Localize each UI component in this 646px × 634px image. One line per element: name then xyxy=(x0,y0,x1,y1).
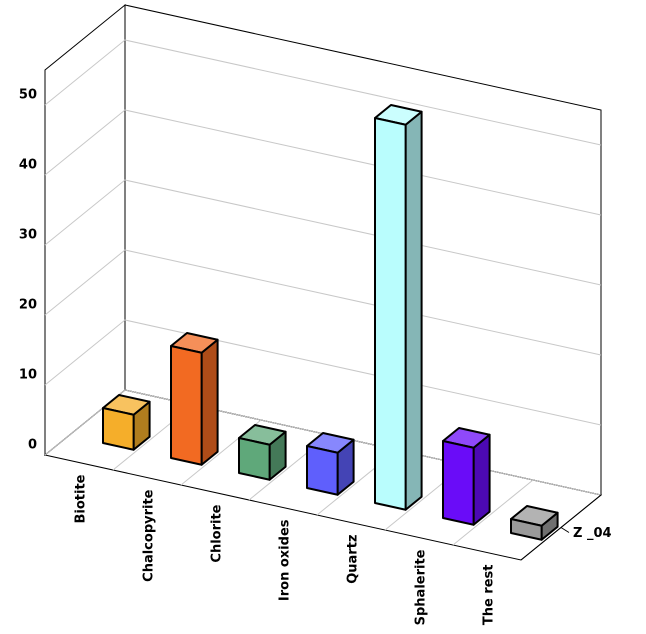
bar xyxy=(510,505,559,541)
y-tick-label: 30 xyxy=(19,228,37,243)
bar-front xyxy=(374,117,407,511)
z-label: Z _04 xyxy=(573,526,612,541)
bar-front xyxy=(102,407,135,451)
bar xyxy=(374,104,423,511)
grid-line xyxy=(44,109,602,216)
z-tick xyxy=(560,527,570,533)
y-tick-label: 50 xyxy=(19,88,37,103)
x-tick-label: Sphalerite xyxy=(414,549,429,625)
x-tick-label: Chalcopyrite xyxy=(142,489,157,582)
bar-front xyxy=(306,445,339,496)
x-tick-label: Quartz xyxy=(346,535,361,584)
y-tick-label: 10 xyxy=(19,368,37,383)
floor-line xyxy=(452,479,534,546)
bar-front xyxy=(170,345,203,466)
grid-line xyxy=(44,249,602,356)
x-tick-label: Chlorite xyxy=(210,504,225,562)
x-tick-label: The rest xyxy=(482,565,497,626)
bar-front xyxy=(442,440,475,526)
grid-line xyxy=(44,319,602,426)
bar-side xyxy=(200,338,219,466)
bar xyxy=(238,424,287,481)
bar-side xyxy=(472,433,491,526)
y-tick-label: 0 xyxy=(28,438,37,453)
y-tick-label: 20 xyxy=(19,298,37,313)
x-tick-label: Biotite xyxy=(74,474,89,523)
bar xyxy=(170,332,219,466)
bar xyxy=(306,432,355,496)
grid-line xyxy=(44,39,602,146)
grid-line xyxy=(44,179,602,286)
x-tick-label: Iron oxides xyxy=(278,519,293,601)
bar-front xyxy=(510,518,543,541)
bar-side xyxy=(404,110,423,511)
y-tick-label: 40 xyxy=(19,158,37,173)
bar xyxy=(442,427,491,526)
bar xyxy=(102,394,151,451)
bar-front xyxy=(238,437,271,481)
